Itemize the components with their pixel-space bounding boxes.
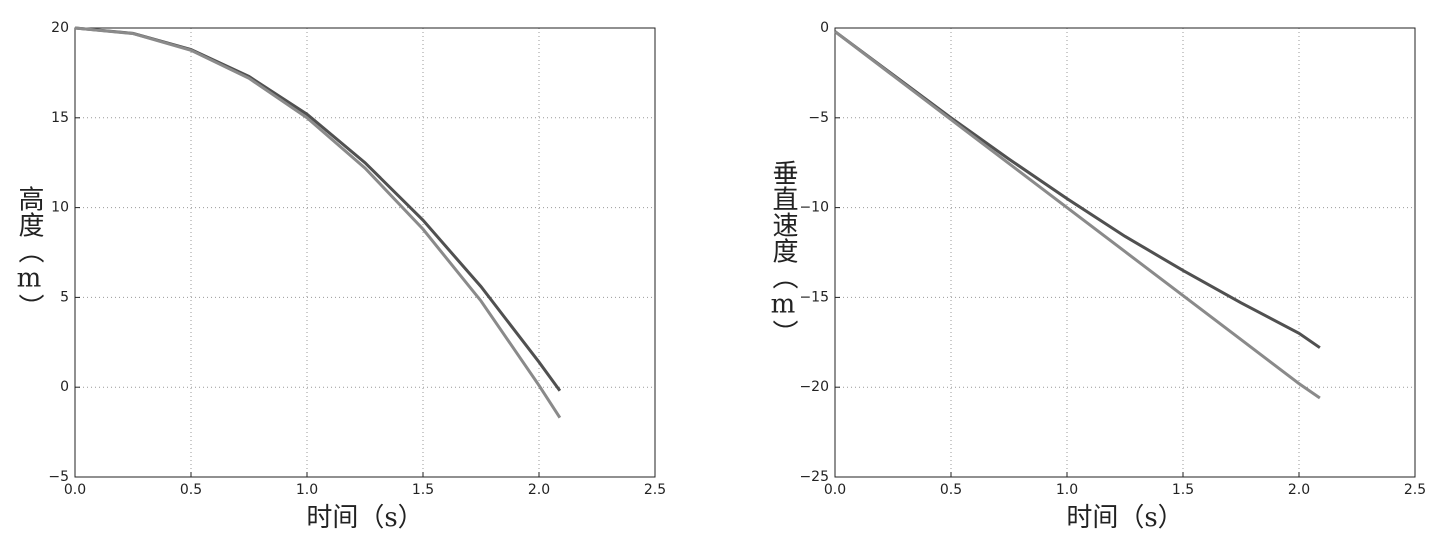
y-tick-label: −5 [48, 469, 69, 485]
y-axis-label: 垂直速度（m） [768, 159, 798, 345]
data-line [74, 26, 562, 392]
x-tick-label: 1.0 [1056, 482, 1078, 498]
x-tick-label: 2.0 [528, 482, 550, 498]
y-tick-label: 0 [60, 379, 69, 395]
y-axis-label: 高度（m） [14, 185, 44, 319]
x-tick-label: 0.0 [824, 482, 846, 498]
x-axis-label: 时间（s） [1066, 503, 1183, 533]
x-tick-label: 0.5 [940, 482, 962, 498]
y-tick-label: −20 [799, 379, 829, 395]
x-tick-label: 1.0 [296, 482, 318, 498]
plot-frame [74, 27, 656, 478]
y-tick-label: −25 [799, 469, 829, 485]
x-axis-label: 时间（s） [306, 503, 423, 533]
x-tick-label: 2.5 [644, 482, 666, 498]
y-tick-label: 15 [51, 110, 69, 126]
y-tick-label: 0 [820, 20, 829, 36]
y-tick-label: 5 [60, 289, 69, 305]
x-tick-label: 2.5 [1404, 482, 1426, 498]
x-tick-label: 2.0 [1288, 482, 1310, 498]
y-tick-label: 10 [51, 200, 69, 216]
y-tick-label: −15 [799, 289, 829, 305]
y-tick-label: 20 [51, 20, 69, 36]
data-line [834, 30, 1321, 349]
data-line [834, 30, 1321, 400]
y-tick-label: −10 [799, 200, 829, 216]
y-tick-label: −5 [808, 110, 829, 126]
x-tick-label: 1.5 [412, 482, 434, 498]
data-line [74, 26, 562, 419]
x-tick-label: 0.0 [64, 482, 86, 498]
x-tick-label: 1.5 [1172, 482, 1194, 498]
plot-frame [834, 27, 1416, 478]
x-tick-label: 0.5 [180, 482, 202, 498]
